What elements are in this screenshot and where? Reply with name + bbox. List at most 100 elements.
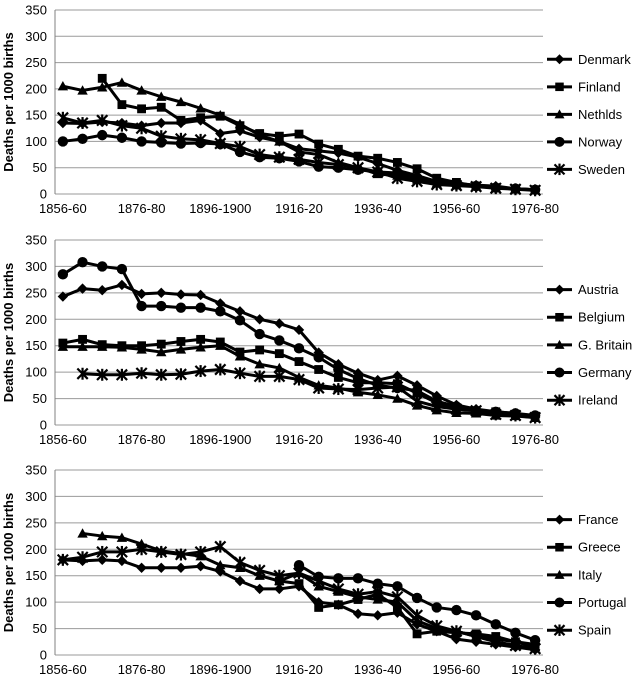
legend-marker <box>554 284 565 295</box>
data-point <box>529 411 542 424</box>
data-point <box>233 140 246 153</box>
data-point <box>97 73 107 83</box>
data-point <box>76 367 89 380</box>
data-point <box>451 633 462 645</box>
data-point <box>352 573 364 584</box>
legend-marker <box>554 339 565 349</box>
data-point <box>155 368 168 381</box>
data-point <box>196 334 206 344</box>
y-tick-label: 250 <box>25 55 47 70</box>
data-point <box>293 373 305 386</box>
data-point <box>254 359 265 369</box>
data-point <box>333 373 343 382</box>
data-point <box>135 543 148 556</box>
data-point <box>97 530 108 541</box>
series-line <box>82 368 536 420</box>
legend-label-italy: Italy <box>578 567 602 582</box>
data-point <box>450 625 463 638</box>
data-point <box>509 639 522 652</box>
series-sweden <box>56 111 542 197</box>
data-point <box>57 136 69 147</box>
data-point <box>450 179 463 192</box>
data-point <box>392 393 403 403</box>
data-point <box>529 184 542 197</box>
data-point <box>312 382 325 394</box>
data-point <box>136 85 147 95</box>
y-axis-label: Deaths per 1000 births <box>1 263 16 402</box>
data-point <box>136 136 147 147</box>
data-point <box>234 125 246 137</box>
x-tick-label: 1936-40 <box>354 432 402 447</box>
x-tick-label: 1976-80 <box>511 662 559 677</box>
data-point <box>411 175 424 188</box>
data-point <box>156 91 167 101</box>
y-tick-label: 250 <box>25 285 47 300</box>
y-tick-label: 350 <box>25 233 47 248</box>
x-tick-label: 1876-80 <box>118 201 166 216</box>
y-tick-label: 100 <box>25 365 47 380</box>
y-tick-label: 250 <box>25 515 47 530</box>
data-point <box>392 603 402 612</box>
data-point <box>214 363 227 376</box>
legend-label-finland: Finland <box>578 79 621 94</box>
data-point <box>56 111 69 124</box>
y-tick-label: 150 <box>25 108 47 123</box>
data-point <box>529 642 542 655</box>
data-point <box>314 365 324 374</box>
data-point <box>195 103 206 113</box>
y-tick-label: 300 <box>25 29 47 44</box>
data-point <box>509 183 522 196</box>
data-point <box>156 346 167 357</box>
legend-label-portugal: Portugal <box>578 595 627 610</box>
data-point <box>194 133 207 146</box>
legend-label-nethlds: Nethlds <box>578 107 623 122</box>
data-point <box>57 81 69 91</box>
data-point <box>115 545 128 558</box>
data-point <box>77 133 88 144</box>
data-point <box>77 283 88 294</box>
data-point <box>215 306 226 317</box>
data-point <box>77 341 88 351</box>
data-point <box>116 279 128 291</box>
data-point <box>116 132 128 143</box>
y-axis-label: Deaths per 1000 births <box>1 493 16 632</box>
data-point <box>470 404 483 417</box>
data-point <box>431 602 442 613</box>
legend: Austria Belgium G. Britain Germany Ireland <box>547 282 632 408</box>
data-point <box>352 383 365 396</box>
data-point <box>294 357 304 366</box>
data-point <box>215 340 226 350</box>
x-tick-label: 1916-20 <box>275 432 323 447</box>
x-tick-label: 1896-1900 <box>189 662 251 677</box>
data-point <box>509 409 522 422</box>
y-tick-label: 100 <box>25 134 47 149</box>
x-tick-label: 1916-20 <box>275 201 323 216</box>
data-point <box>333 573 344 584</box>
series-ireland <box>76 363 542 424</box>
legend-label-g-britain: G. Britain <box>578 337 632 352</box>
data-point <box>136 300 147 312</box>
data-point <box>312 156 325 169</box>
data-point <box>175 562 187 573</box>
legend-label-austria: Austria <box>578 282 619 297</box>
data-point <box>274 335 285 346</box>
x-tick-label: 1976-80 <box>511 432 559 447</box>
series-line <box>62 260 536 417</box>
x-tick-label: 1856-60 <box>39 432 87 447</box>
data-point <box>174 132 187 145</box>
data-point <box>313 352 324 363</box>
data-point <box>372 389 383 400</box>
legend-marker <box>553 394 566 406</box>
data-point <box>293 567 305 580</box>
data-point <box>352 161 365 174</box>
y-tick-label: 0 <box>40 418 47 433</box>
data-point <box>255 345 265 355</box>
data-point <box>333 364 344 375</box>
data-point <box>57 341 69 351</box>
data-point <box>510 627 521 638</box>
data-point <box>352 588 365 601</box>
series-spain <box>56 540 542 655</box>
y-tick-label: 350 <box>25 3 47 18</box>
data-point <box>194 545 207 558</box>
data-point <box>57 269 69 280</box>
